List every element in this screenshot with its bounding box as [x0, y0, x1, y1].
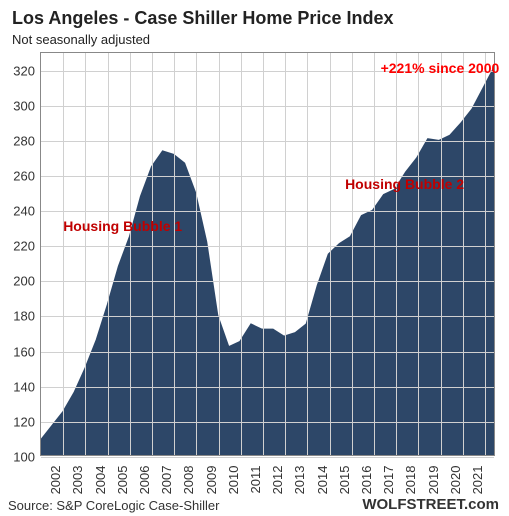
gridline-horizontal	[41, 141, 494, 142]
gridline-vertical	[263, 53, 264, 455]
gridline-horizontal	[41, 457, 494, 458]
gridline-vertical	[196, 53, 197, 455]
plot-area: 1001201401601802002202402602803003202002…	[40, 52, 495, 456]
chart-title: Los Angeles - Case Shiller Home Price In…	[12, 8, 393, 29]
y-tick-label: 280	[13, 133, 41, 148]
gridline-horizontal	[41, 106, 494, 107]
y-tick-label: 200	[13, 274, 41, 289]
y-tick-label: 220	[13, 239, 41, 254]
x-tick-label: 2004	[87, 466, 108, 495]
x-tick-label: 2011	[242, 466, 263, 494]
gridline-horizontal	[41, 246, 494, 247]
gridline-horizontal	[41, 422, 494, 423]
y-tick-label: 140	[13, 379, 41, 394]
gridline-vertical	[152, 53, 153, 455]
y-tick-label: 180	[13, 309, 41, 324]
gridline-horizontal	[41, 316, 494, 317]
gridline-vertical	[241, 53, 242, 455]
x-tick-label: 2008	[175, 466, 196, 495]
annotation-label: +221% since 2000	[381, 60, 500, 76]
y-tick-label: 160	[13, 344, 41, 359]
y-tick-label: 320	[13, 63, 41, 78]
gridline-vertical	[63, 53, 64, 455]
gridline-vertical	[441, 53, 442, 455]
area-fill-svg	[41, 53, 494, 455]
gridline-vertical	[108, 53, 109, 455]
gridline-vertical	[285, 53, 286, 455]
x-tick-label: 2020	[442, 466, 463, 495]
gridline-horizontal	[41, 211, 494, 212]
gridline-vertical	[330, 53, 331, 455]
x-tick-label: 2010	[220, 466, 241, 495]
gridline-vertical	[374, 53, 375, 455]
gridline-vertical	[219, 53, 220, 455]
source-text: Source: S&P CoreLogic Case-Shiller	[8, 498, 219, 513]
gridline-vertical	[307, 53, 308, 455]
x-tick-label: 2007	[153, 466, 174, 495]
x-tick-label: 2009	[198, 466, 219, 495]
gridline-horizontal	[41, 281, 494, 282]
y-tick-label: 300	[13, 98, 41, 113]
annotation-label: Housing Bubble 1	[63, 218, 182, 234]
x-tick-label: 2006	[131, 466, 152, 495]
x-tick-label: 2017	[375, 466, 396, 495]
x-tick-label: 2013	[286, 466, 307, 495]
chart-container: Los Angeles - Case Shiller Home Price In…	[0, 0, 509, 516]
x-tick-label: 2015	[331, 466, 352, 495]
brand-text: WOLFSTREET.com	[362, 496, 499, 513]
gridline-vertical	[485, 53, 486, 455]
x-tick-label: 2014	[309, 466, 330, 495]
x-tick-label: 2016	[353, 466, 374, 495]
gridline-horizontal	[41, 352, 494, 353]
y-tick-label: 100	[13, 450, 41, 465]
y-tick-label: 260	[13, 168, 41, 183]
x-tick-label: 2003	[64, 466, 85, 495]
chart-subtitle: Not seasonally adjusted	[12, 32, 150, 47]
x-tick-label: 2021	[464, 466, 485, 495]
x-tick-label: 2019	[420, 466, 441, 495]
gridline-vertical	[396, 53, 397, 455]
y-tick-label: 240	[13, 204, 41, 219]
gridline-vertical	[130, 53, 131, 455]
x-tick-label: 2018	[397, 466, 418, 495]
gridline-vertical	[418, 53, 419, 455]
x-tick-label: 2002	[42, 466, 63, 495]
gridline-vertical	[174, 53, 175, 455]
gridline-vertical	[85, 53, 86, 455]
area-series	[41, 67, 494, 455]
gridline-vertical	[463, 53, 464, 455]
y-tick-label: 120	[13, 414, 41, 429]
x-tick-label: 2012	[264, 466, 285, 495]
gridline-vertical	[352, 53, 353, 455]
x-tick-label: 2005	[109, 466, 130, 495]
gridline-horizontal	[41, 387, 494, 388]
annotation-label: Housing Bubble 2	[345, 176, 464, 192]
